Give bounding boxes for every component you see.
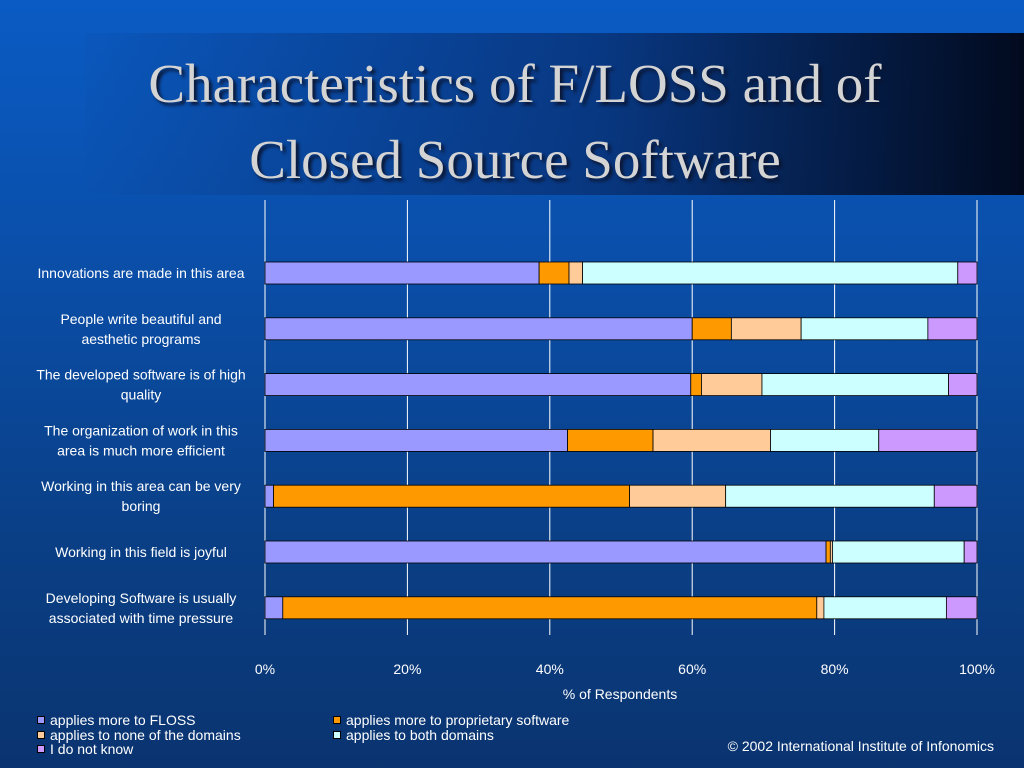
bar-segment-none bbox=[701, 373, 763, 397]
title-line-1: Characteristics of F/LOSS and of bbox=[148, 53, 882, 114]
legend-swatch-dont-know bbox=[37, 745, 45, 754]
bar-segment-both bbox=[761, 373, 949, 397]
x-tick-label: 60% bbox=[678, 661, 706, 677]
bar-segment-floss bbox=[264, 428, 569, 452]
stacked-bar-chart: Innovations are made in this area People … bbox=[36, 200, 995, 702]
legend-item-none: applies to none of the domains bbox=[37, 726, 241, 743]
bar-segment-both bbox=[800, 317, 929, 341]
category-label: The developed software is of high quality bbox=[36, 367, 245, 403]
bar-segment-floss bbox=[264, 596, 284, 620]
legend-item-dont-know: I do not know bbox=[37, 742, 133, 757]
bar-segment-dont_know bbox=[945, 596, 978, 620]
bar-segment-dont_know bbox=[933, 484, 978, 508]
legend-swatch-both bbox=[333, 730, 341, 739]
bar-segment-dont_know bbox=[948, 373, 978, 397]
legend-item-floss: applies more to FLOSS bbox=[37, 713, 196, 728]
bar-segment-proprietary bbox=[538, 261, 570, 285]
category-labels: Innovations are made in this area People … bbox=[36, 265, 245, 626]
bar-segment-none bbox=[568, 261, 583, 285]
legend: applies more to FLOSS applies more to pr… bbox=[37, 713, 717, 765]
category-label: Working in this area can be very boring bbox=[41, 478, 241, 514]
bar-segment-floss bbox=[264, 540, 827, 564]
legend-label-both: applies to both domains bbox=[346, 726, 494, 743]
bar-segment-floss bbox=[264, 484, 274, 508]
bar-segment-both bbox=[832, 540, 965, 564]
bar-segment-proprietary bbox=[282, 596, 818, 620]
legend-item-both: applies to both domains bbox=[333, 726, 494, 743]
bar-segment-none bbox=[652, 428, 771, 452]
bar-segment-dont_know bbox=[878, 428, 978, 452]
bar-segment-proprietary bbox=[273, 484, 630, 508]
bar-segment-both bbox=[770, 428, 880, 452]
bar-segment-none bbox=[816, 596, 825, 620]
x-tick-label: 20% bbox=[393, 661, 421, 677]
bar-segment-proprietary bbox=[825, 540, 831, 564]
legend-swatch-none bbox=[37, 730, 45, 739]
x-tick-label: 100% bbox=[959, 661, 995, 677]
category-label: The organization of work in this area is … bbox=[44, 422, 238, 458]
bar-segment-both bbox=[582, 261, 959, 285]
category-label: People write beautiful and aesthetic prog… bbox=[60, 311, 221, 347]
bar-segment-dont_know bbox=[957, 261, 978, 285]
bar-segment-proprietary bbox=[690, 373, 702, 397]
legend-swatch-proprietary bbox=[333, 716, 341, 725]
bar-segment-floss bbox=[264, 261, 540, 285]
bar-segment-floss bbox=[264, 317, 693, 341]
legend-label-none: applies to none of the domains bbox=[50, 726, 241, 743]
x-axis-ticks: 0% 20% 40% 60% 80% 100% bbox=[255, 661, 995, 677]
slide-title: Characteristics of F/LOSS and of Closed … bbox=[85, 46, 945, 198]
title-line-2: Closed Source Software bbox=[249, 129, 781, 190]
bar-segment-proprietary bbox=[567, 428, 654, 452]
copyright-text: © 2002 International Institute of Infono… bbox=[727, 738, 994, 754]
bar-segment-dont_know bbox=[963, 540, 978, 564]
legend-swatch-floss bbox=[37, 716, 45, 725]
title-band bbox=[85, 33, 1024, 195]
legend-label-proprietary: applies more to proprietary software bbox=[346, 712, 570, 728]
bar-segment-none bbox=[730, 317, 802, 341]
bar-segment-proprietary bbox=[691, 317, 732, 341]
legend-label-dont-know: I do not know bbox=[50, 741, 134, 757]
category-label: Developing Software is usually associated… bbox=[46, 590, 237, 626]
bar-segment-floss bbox=[264, 373, 692, 397]
x-axis-title: % of Respondents bbox=[563, 686, 677, 702]
bar-segment-both bbox=[725, 484, 935, 508]
legend-item-proprietary: applies more to proprietary software bbox=[333, 713, 569, 728]
bars-layer bbox=[264, 261, 978, 620]
category-label: Working in this field is joyful bbox=[55, 544, 227, 560]
x-tick-label: 40% bbox=[536, 661, 564, 677]
x-tick-label: 0% bbox=[255, 661, 275, 677]
legend-label-floss: applies more to FLOSS bbox=[50, 712, 196, 728]
bar-segment-both bbox=[823, 596, 947, 620]
bar-segment-dont_know bbox=[927, 317, 978, 341]
category-label: Innovations are made in this area bbox=[37, 265, 244, 281]
x-tick-label: 80% bbox=[821, 661, 849, 677]
bar-segment-none bbox=[629, 484, 727, 508]
